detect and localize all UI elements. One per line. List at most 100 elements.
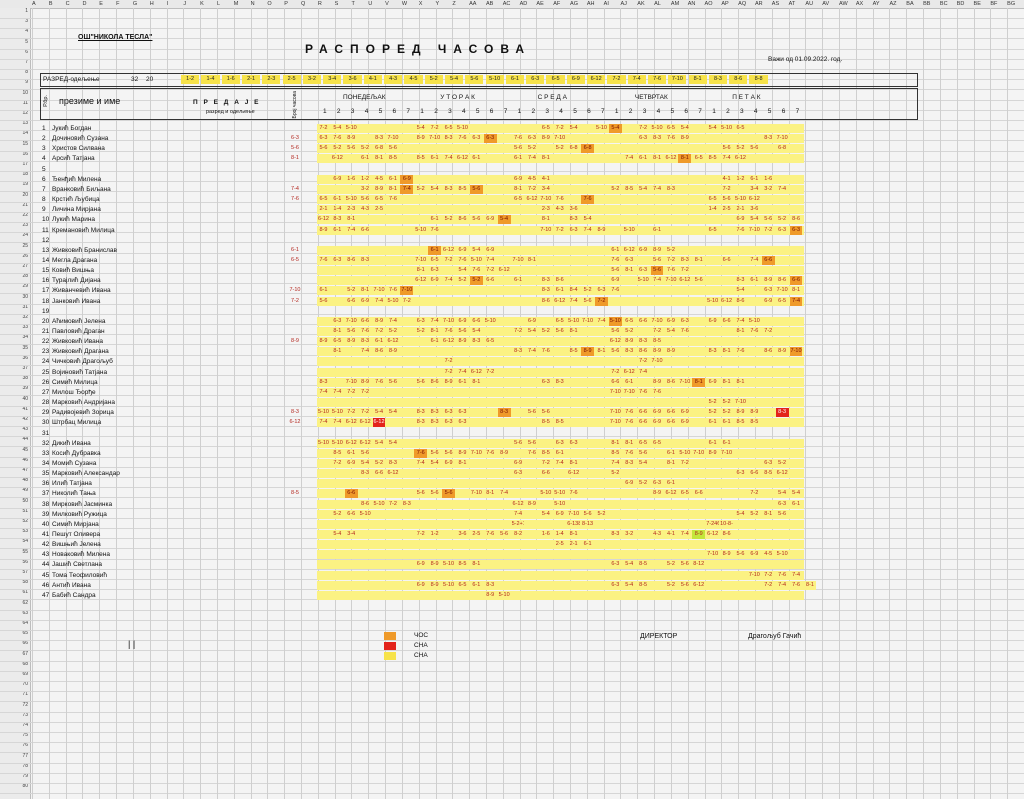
schedule-cell[interactable]: 6-3 <box>456 408 469 418</box>
column-letter[interactable]: AM <box>670 1 680 7</box>
row-number[interactable]: 71 <box>22 691 28 698</box>
column-letter[interactable]: AI <box>603 1 609 7</box>
schedule-cell[interactable]: 7-4 <box>553 458 567 468</box>
schedule-cell[interactable]: 6-1 <box>386 174 400 184</box>
schedule-cell[interactable]: 3-2 <box>358 184 372 194</box>
schedule-cell[interactable]: 6-1 <box>789 499 803 509</box>
schedule-cell[interactable]: 6-5 <box>664 124 678 133</box>
schedule-cell[interactable]: 8-5 <box>622 184 636 194</box>
schedule-cell[interactable]: 8-5 <box>608 448 622 458</box>
schedule-cell[interactable]: 7-10 <box>539 195 553 205</box>
teacher-name[interactable]: Живковић Бранислав <box>52 246 117 254</box>
schedule-cell[interactable]: 6-3 <box>525 134 539 144</box>
schedule-cell[interactable]: 5-4 <box>372 408 386 418</box>
schedule-cell[interactable]: 8-1 <box>608 438 622 448</box>
schedule-cell[interactable]: 7-4 <box>400 184 414 194</box>
hours-cell[interactable]: 6-5 <box>291 256 299 263</box>
row-number[interactable]: 49 <box>22 487 28 494</box>
row-number[interactable]: 41 <box>22 405 28 412</box>
schedule-cell[interactable]: 6-5 <box>553 316 567 326</box>
schedule-cell[interactable]: 6-5 <box>734 124 747 133</box>
column-letter[interactable]: L <box>216 1 220 7</box>
schedule-cell[interactable]: 5-6 <box>511 438 525 448</box>
schedule-cell[interactable]: 7-4 <box>511 509 525 519</box>
schedule-cell[interactable]: 8-5 <box>330 448 344 458</box>
schedule-cell[interactable]: 7-4 <box>442 276 455 286</box>
schedule-cell[interactable]: 7-6 <box>372 377 386 387</box>
schedule-cell[interactable]: 6-6 <box>483 276 497 286</box>
schedule-cell[interactable]: 6-5 <box>428 255 442 265</box>
schedule-cell[interactable]: 5-6 <box>317 144 330 154</box>
hours-cell[interactable]: 5-6 <box>291 145 299 152</box>
column-letter[interactable]: AO <box>704 1 713 7</box>
schedule-cell[interactable]: 6-1 <box>581 540 594 550</box>
schedule-cell[interactable]: 5-6 <box>539 408 553 418</box>
schedule-cell[interactable]: 1-6 <box>539 530 553 539</box>
schedule-cell[interactable]: 6-5 <box>650 438 664 448</box>
column-letter[interactable]: G <box>132 1 138 7</box>
teacher-name[interactable]: Милковић Ружица <box>52 510 107 518</box>
schedule-cell[interactable]: 5-4 <box>358 458 372 468</box>
column-letter[interactable]: B <box>48 1 53 7</box>
row-number[interactable]: 52 <box>22 518 28 524</box>
schedule-cell[interactable]: 8-13 <box>581 519 594 529</box>
schedule-cell[interactable]: 7-10 <box>734 398 747 408</box>
schedule-cell[interactable]: 6-3 <box>678 316 692 326</box>
teacher-name[interactable]: Милош Ђорђе <box>52 388 96 396</box>
schedule-cell[interactable]: 8-3 <box>664 184 678 194</box>
schedule-cell[interactable]: 8-9 <box>650 245 664 255</box>
row-number[interactable]: 74 <box>22 722 28 728</box>
schedule-cell[interactable]: 7-10 <box>608 408 622 418</box>
schedule-cell[interactable]: 6-6 <box>789 276 803 286</box>
column-letter[interactable]: AT <box>788 1 796 7</box>
schedule-cell[interactable]: 8-1 <box>428 327 442 336</box>
schedule-cell[interactable]: 5-6 <box>608 347 622 357</box>
row-number[interactable]: 46 <box>22 456 28 463</box>
row-number[interactable]: 61 <box>22 589 28 596</box>
row-number[interactable]: 80 <box>22 783 28 790</box>
schedule-cell[interactable]: 5-4 <box>330 124 344 133</box>
row-number[interactable]: 67 <box>22 650 28 657</box>
schedule-cell[interactable]: 7-4 <box>789 570 803 580</box>
schedule-cell[interactable]: 8-3 <box>608 530 622 539</box>
teacher-name[interactable]: Тома Теофиловић <box>52 571 107 579</box>
schedule-cell[interactable]: 8-9 <box>525 499 539 509</box>
teacher-name[interactable]: Личина Мирјана <box>52 206 101 214</box>
row-number[interactable]: 39 <box>22 385 28 392</box>
schedule-cell[interactable]: 6-1 <box>747 174 761 184</box>
schedule-cell[interactable]: 8-5 <box>553 418 567 428</box>
schedule-cell[interactable]: 6-6 <box>761 255 775 265</box>
schedule-cell[interactable]: 7-4 <box>483 255 497 265</box>
schedule-cell[interactable]: 6-3 <box>553 438 567 448</box>
schedule-cell[interactable]: 5-4 <box>330 530 344 539</box>
schedule-cell[interactable]: 5-6 <box>734 550 747 560</box>
schedule-cell[interactable]: 8-3 <box>469 337 483 347</box>
schedule-cell[interactable]: 3-4 <box>539 184 553 194</box>
row-number[interactable]: 68 <box>22 660 28 667</box>
row-number[interactable]: 51 <box>22 507 28 514</box>
schedule-cell[interactable]: 6-3 <box>469 134 483 144</box>
schedule-cell[interactable]: 8-1 <box>692 255 706 265</box>
schedule-cell[interactable]: 7-10 <box>553 134 567 144</box>
hours-cell[interactable]: 7-6 <box>291 196 299 203</box>
teacher-name[interactable]: Косић Дубравка <box>52 449 101 457</box>
schedule-cell[interactable]: 5-10 <box>553 499 567 509</box>
schedule-cell[interactable]: 6-1 <box>428 337 442 347</box>
schedule-cell[interactable]: 6-12 <box>622 245 636 255</box>
column-letter[interactable]: AE <box>536 1 544 7</box>
schedule-cell[interactable]: 7-2 <box>442 255 455 265</box>
hours-cell[interactable]: 8-1 <box>291 155 299 162</box>
schedule-cell[interactable]: 7-4 <box>386 316 400 326</box>
schedule-cell[interactable]: 5-4 <box>636 184 650 194</box>
schedule-cell[interactable]: 7-6 <box>622 408 636 418</box>
schedule-cell[interactable]: 1-4 <box>706 205 720 215</box>
column-letter[interactable]: K <box>200 1 204 7</box>
schedule-cell[interactable]: 6-8 <box>372 144 386 154</box>
schedule-cell[interactable]: 5-2 <box>664 580 678 590</box>
schedule-cell[interactable]: 8-1 <box>483 489 497 499</box>
schedule-cell[interactable]: 7-10 <box>567 509 581 519</box>
schedule-cell[interactable]: 6-9 <box>511 458 525 468</box>
schedule-cell[interactable]: 8-6 <box>344 255 358 265</box>
row-number[interactable]: 53 <box>22 528 28 535</box>
schedule-cell[interactable]: 5-10 <box>442 580 455 590</box>
